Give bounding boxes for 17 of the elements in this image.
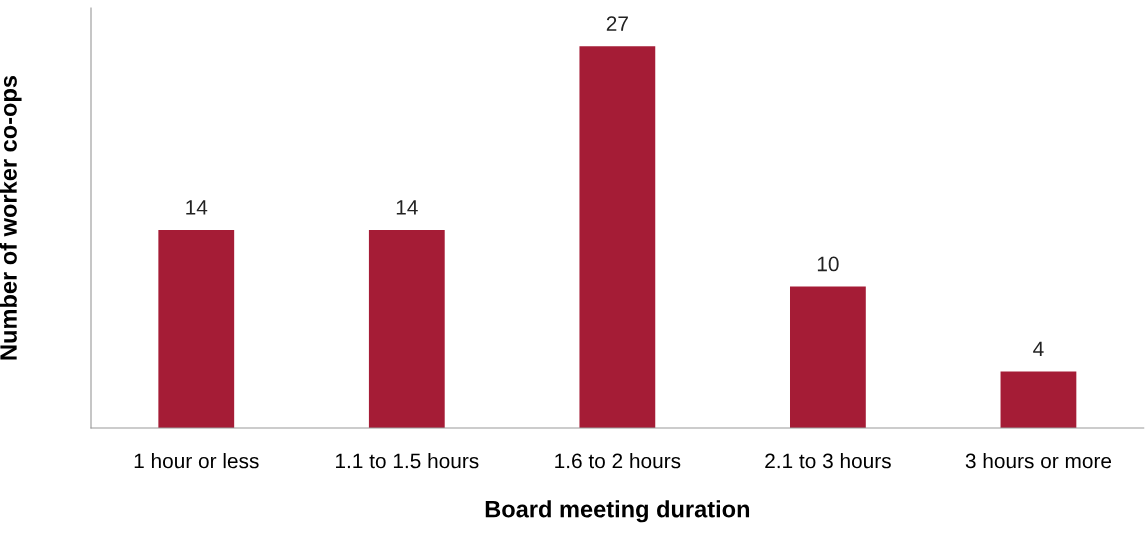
bar bbox=[579, 46, 656, 428]
x-tick-label: 2.1 to 3 hours bbox=[765, 453, 891, 469]
x-axis-title: Board meeting duration bbox=[485, 500, 750, 523]
bar bbox=[158, 230, 235, 428]
bar bbox=[790, 286, 866, 428]
x-tick-label: 1 hour or less bbox=[134, 453, 259, 469]
data-label: 4 bbox=[1033, 341, 1044, 356]
data-label: 14 bbox=[396, 200, 418, 215]
x-tick-label: 1.6 to 2 hours bbox=[555, 453, 681, 469]
data-label: 10 bbox=[817, 256, 839, 272]
y-axis-title: Number of worker co-ops bbox=[0, 75, 22, 360]
data-label: 27 bbox=[606, 16, 628, 31]
bar bbox=[368, 230, 445, 428]
x-tick-label: 1.1 to 1.5 hours bbox=[336, 453, 479, 469]
bar bbox=[1000, 371, 1077, 428]
data-label: 14 bbox=[186, 200, 208, 215]
x-tick-label: 3 hours or more bbox=[965, 453, 1112, 469]
